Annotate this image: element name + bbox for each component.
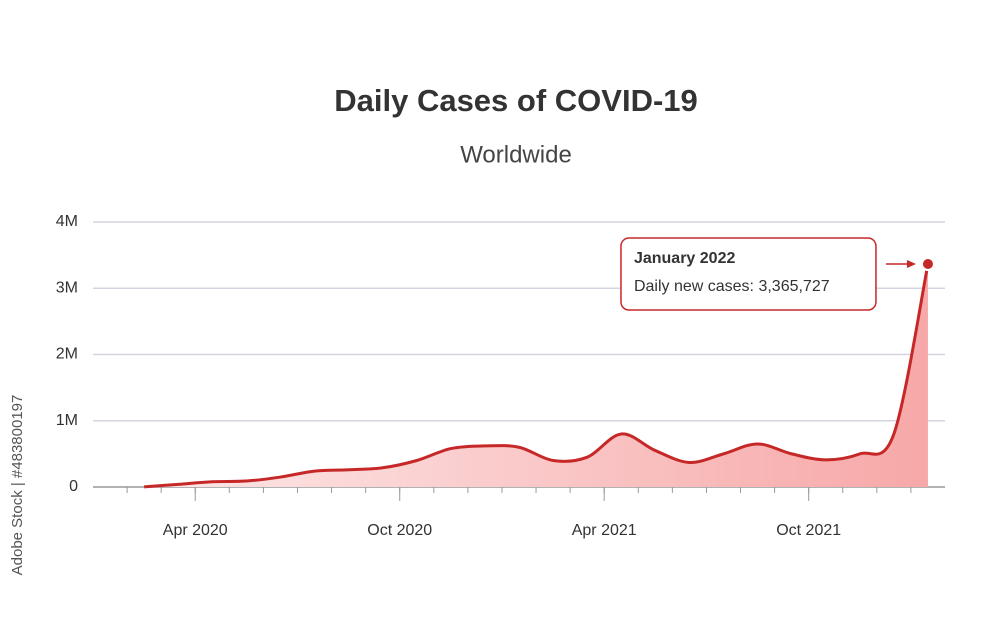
line	[144, 263, 930, 489]
y-tick-label: 0	[69, 478, 78, 495]
y-tick-label: 2M	[56, 346, 78, 363]
watermark: Adobe Stock | #483800197	[9, 395, 26, 576]
y-tick-label: 4M	[56, 213, 78, 230]
x-tick-label: Oct 2021	[776, 522, 841, 539]
tooltip-box	[620, 237, 877, 311]
x-tick-label: Apr 2020	[163, 522, 228, 539]
annotation-arrowhead	[906, 260, 916, 269]
tooltip-text: Daily new cases: 3,365,727	[634, 278, 830, 295]
x-tick-label: Apr 2021	[572, 522, 637, 539]
chart-title: Daily Cases of COVID-19	[334, 83, 698, 118]
area-fill	[144, 264, 928, 487]
chart-subtitle: Worldwide	[460, 141, 572, 168]
x-tick-label: Oct 2020	[367, 522, 432, 539]
tooltip-title: January 2022	[634, 250, 736, 267]
y-tick-label: 1M	[56, 412, 78, 429]
highlight-point	[920, 257, 935, 272]
y-tick-label: 3M	[56, 279, 78, 296]
